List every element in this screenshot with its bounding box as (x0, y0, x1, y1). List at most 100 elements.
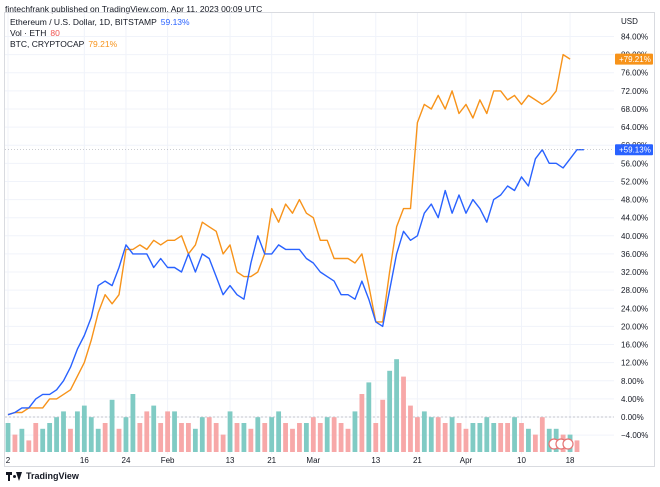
volume-bar (317, 423, 323, 452)
volume-bar (449, 417, 455, 452)
volume-bar (352, 411, 358, 452)
y-tick-label: 12.00% (621, 359, 648, 368)
volume-bar (137, 423, 143, 452)
x-tick-label: 24 (122, 456, 131, 465)
y-tick-label: 40.00% (621, 232, 648, 241)
y-tick-label: 68.00% (621, 105, 648, 114)
eth-last-value-badge (615, 144, 653, 156)
chart-frame (4, 12, 655, 467)
y-tick-label: 32.00% (621, 268, 648, 277)
volume-bar (505, 423, 511, 452)
volume-bar (116, 428, 122, 452)
volume-bar (512, 417, 517, 452)
volume-bar (297, 423, 302, 452)
volume-bar (234, 423, 240, 452)
x-tick-label: Mar (306, 456, 320, 465)
volume-bar (144, 411, 150, 452)
volume-bar (5, 423, 11, 452)
y-tick-label: 4.00% (621, 395, 644, 404)
volume-bar (456, 423, 462, 452)
volume-bar (186, 423, 191, 452)
volume-bar (123, 417, 129, 452)
legend-row-btc[interactable]: BTC, CRYPTOCAP 79.21% (10, 39, 190, 50)
volume-bar (380, 399, 386, 452)
legend-vol-value: 80 (50, 28, 60, 38)
publisher-caption: fintechfrank published on TradingView.co… (5, 4, 263, 14)
volume-bar (248, 428, 254, 452)
tradingview-logo-icon (6, 471, 22, 481)
volume-bar (165, 411, 170, 452)
legend-btc-value: 79.21% (88, 39, 118, 49)
y-axis-unit: USD (621, 17, 638, 26)
volume-bar (255, 417, 261, 452)
volume-bar (415, 417, 420, 452)
volume-bar (61, 411, 66, 452)
x-tick-label: 13 (371, 456, 380, 465)
volume-bar (95, 428, 101, 452)
volume-bar (12, 434, 18, 452)
volume-bar (532, 434, 538, 452)
volume-bar (463, 428, 469, 452)
volume-bar (179, 423, 184, 452)
volume-bar (477, 423, 483, 452)
y-tick-label: 48.00% (621, 196, 648, 205)
legend-row-eth[interactable]: Ethereum / U.S. Dollar, 1D, BITSTAMP 59.1… (10, 17, 190, 28)
volume-bar (324, 417, 330, 452)
volume-bar (408, 405, 413, 452)
volume-bar (470, 423, 476, 452)
y-tick-label: 8.00% (621, 377, 644, 386)
btc-last-value-badge (615, 53, 653, 65)
legend-btc-label: BTC, CRYPTOCAP (10, 39, 85, 49)
volume-bar (373, 423, 379, 452)
eth-line (7, 149, 584, 416)
x-tick-label: 21 (267, 456, 276, 465)
volume-bar (109, 399, 115, 452)
eth-last-value-badge-text: +59.13% (619, 146, 651, 155)
volume-bar (151, 405, 157, 452)
volume-bar (331, 417, 337, 452)
event-marker-icon (562, 438, 574, 450)
y-tick-label: 84.00% (621, 33, 648, 42)
y-tick-label: 20.00% (621, 322, 648, 331)
x-tick-label: 2 (6, 456, 11, 465)
y-tick-label: 44.00% (621, 214, 648, 223)
x-tick-label: 18 (566, 456, 575, 465)
volume-bar (345, 428, 351, 452)
volume-bar (366, 382, 372, 452)
x-tick-label: 21 (413, 456, 422, 465)
btc-line (7, 53, 571, 416)
volume-bar (220, 434, 226, 452)
volume-bar (401, 376, 406, 452)
volume-bar (491, 423, 497, 452)
y-tick-label: 72.00% (621, 87, 648, 96)
volume-bar (574, 440, 580, 452)
volume-bar (19, 428, 25, 452)
y-tick-label: −4.00% (621, 431, 648, 440)
volume-bar (241, 423, 247, 452)
y-tick-label: 76.00% (621, 69, 648, 78)
y-tick-label: 0.00% (621, 413, 644, 422)
x-tick-label: 13 (226, 456, 235, 465)
volume-bar (539, 417, 545, 452)
y-tick-label: 24.00% (621, 304, 648, 313)
volume-bar (192, 428, 198, 452)
volume-bar (421, 411, 427, 452)
volume-bar (40, 428, 46, 452)
volume-bar (394, 359, 399, 452)
tradingview-brand[interactable]: TradingView (6, 471, 79, 481)
volume-bar (276, 411, 282, 452)
legend-eth-label: Ethereum / U.S. Dollar, 1D, BITSTAMP (10, 17, 157, 27)
volume-bar (387, 370, 393, 452)
y-tick-label: 36.00% (621, 250, 648, 259)
volume-bar (303, 423, 309, 452)
volume-bar (74, 411, 80, 452)
chart-legend: Ethereum / U.S. Dollar, 1D, BITSTAMP 59.1… (10, 17, 190, 50)
volume-bar (102, 423, 108, 452)
legend-row-vol[interactable]: Vol · ETH 80 (10, 28, 190, 39)
volume-bar (130, 394, 136, 452)
volume-bar (33, 423, 39, 452)
volume-bar (359, 394, 365, 452)
volume-bar (206, 417, 212, 452)
volume-bar (484, 417, 490, 452)
